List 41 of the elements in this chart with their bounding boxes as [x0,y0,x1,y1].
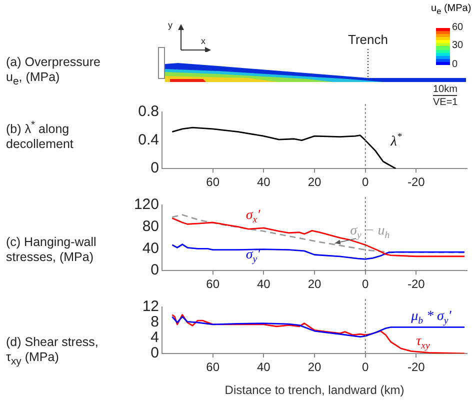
x-tick-label: 0 [362,360,369,374]
text: 60 [452,22,464,33]
text: 0 [452,59,458,70]
x-tick-label: 20 [308,360,322,374]
x-tick-label: 0 [362,277,369,292]
y-tick-label: 0 [150,160,159,177]
text: VE=1 [433,97,458,108]
x-tick-label: 60 [206,360,220,374]
y-tick-label: 40 [142,240,159,257]
text: (c) Hanging-wall stresses, (MPa) [6,235,98,265]
x-tick-label: 60 [206,277,220,292]
x-tick-label: 60 [206,175,220,190]
text: 10km [433,84,458,96]
x-tick-label: 40 [256,277,271,292]
x-tick-label: 40 [256,360,271,374]
x-tick-label: 40 [256,175,271,190]
series-label: λ* [390,132,402,150]
text: (d) Shear stress, τ$_{xy}$ (MPa) [6,335,100,370]
y-tick-label: 12 [142,298,159,316]
x-tick-label: 0 [362,175,369,190]
y-tick-label: 4 [150,329,159,346]
y-tick-label: 120 [134,196,159,214]
color-bar-title: u$_{e}$ (MPa) [431,3,472,16]
x-tick-label: 20 [308,175,322,190]
x-tick-label: -20 [407,277,426,292]
text: (a) Overpressure u$_{e}$, (MPa) [6,55,102,90]
text: (b) λ$^{*}$ along decollement [6,119,74,152]
y-tick-label: 8 [150,314,159,331]
x-axis-title: Distance to trench, landward (km) [224,383,404,398]
x-tick-label: -20 [407,175,426,190]
text: x [201,36,206,46]
y-tick-label: 0 [150,262,159,279]
text: Trench [348,32,388,47]
y-tick-label: 80 [142,218,159,236]
y-tick-label: 0.4 [138,131,159,148]
text: y [168,20,172,30]
text: 30 [452,40,464,51]
x-tick-label: 20 [308,277,322,292]
y-tick-label: 0 [150,344,159,362]
y-tick-label: 0.8 [138,103,159,120]
x-tick-label: -20 [407,360,426,374]
